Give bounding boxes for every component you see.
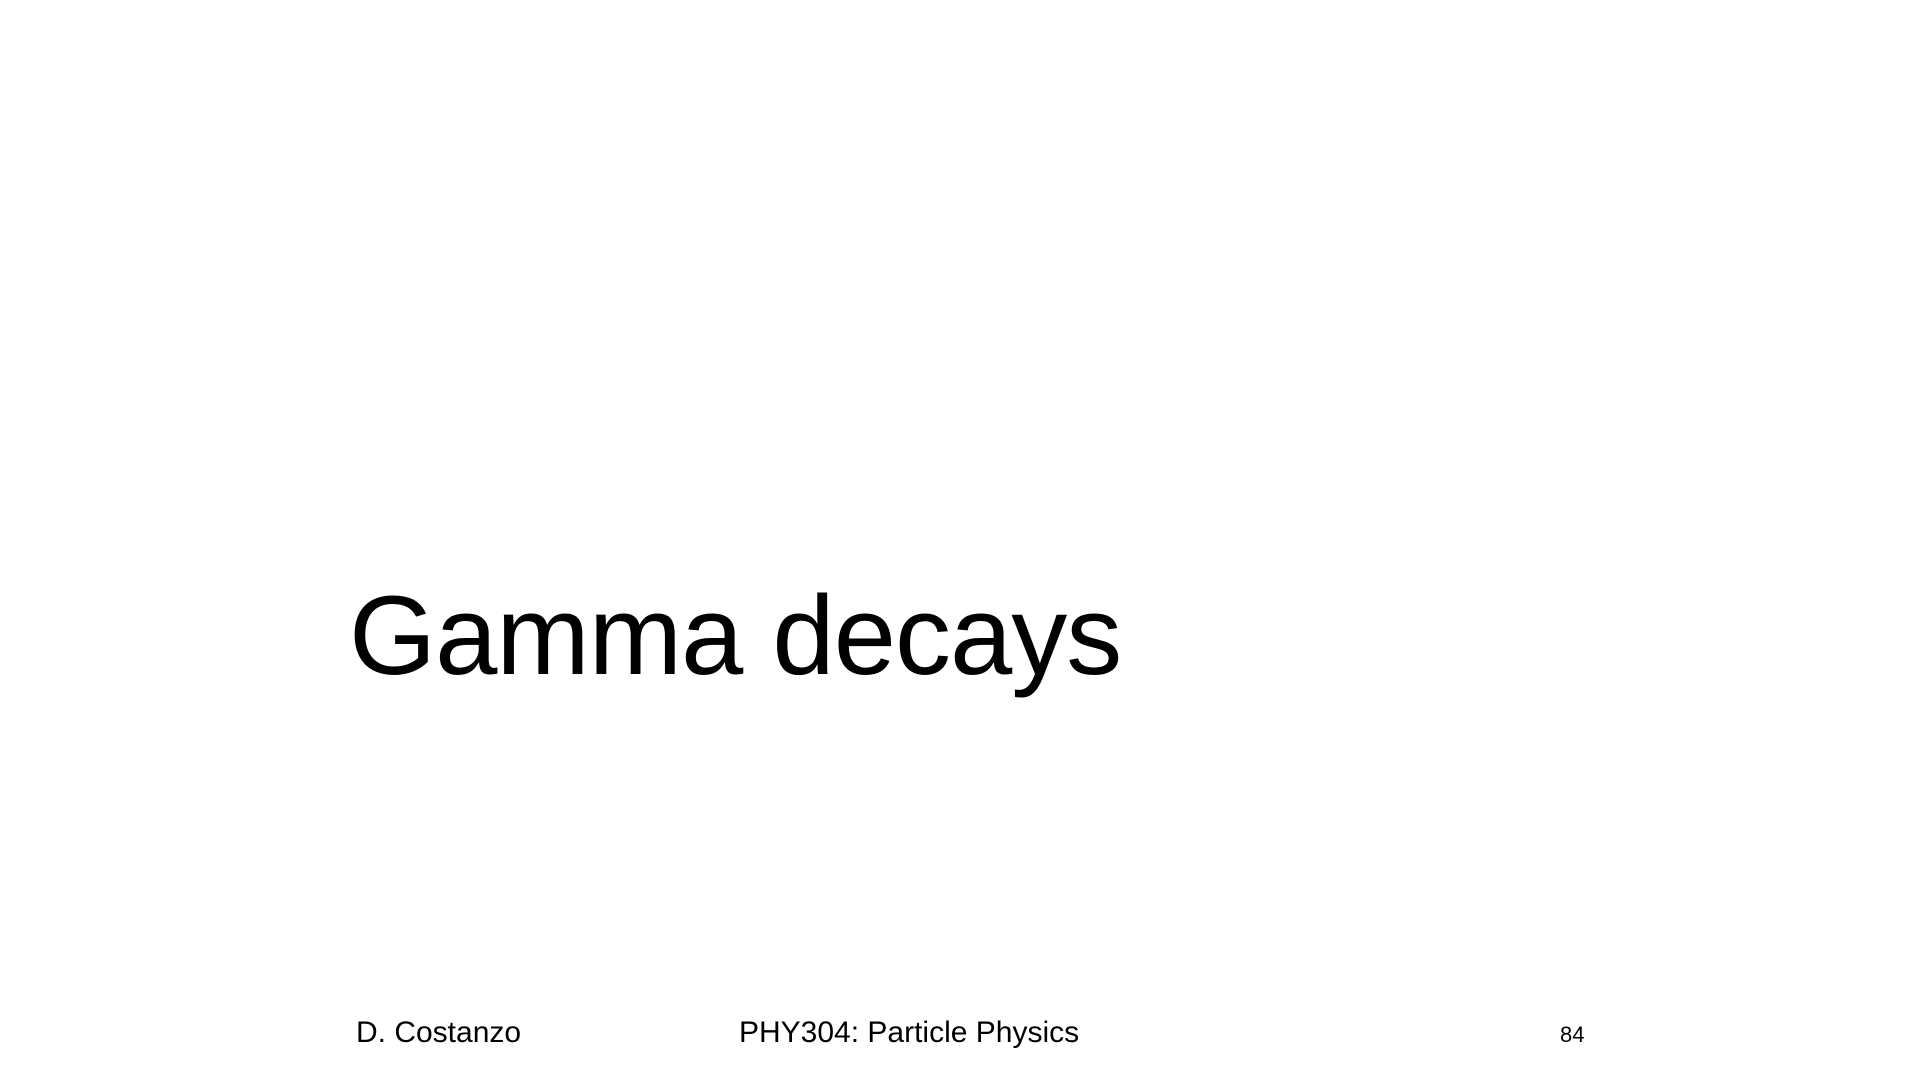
slide-title: Gamma decays <box>349 573 1122 698</box>
footer-author: D. Costanzo <box>356 1016 522 1049</box>
footer-course-title: PHY304: Particle Physics <box>739 1016 1080 1049</box>
slide-page-number: 84 <box>1560 1022 1585 1047</box>
